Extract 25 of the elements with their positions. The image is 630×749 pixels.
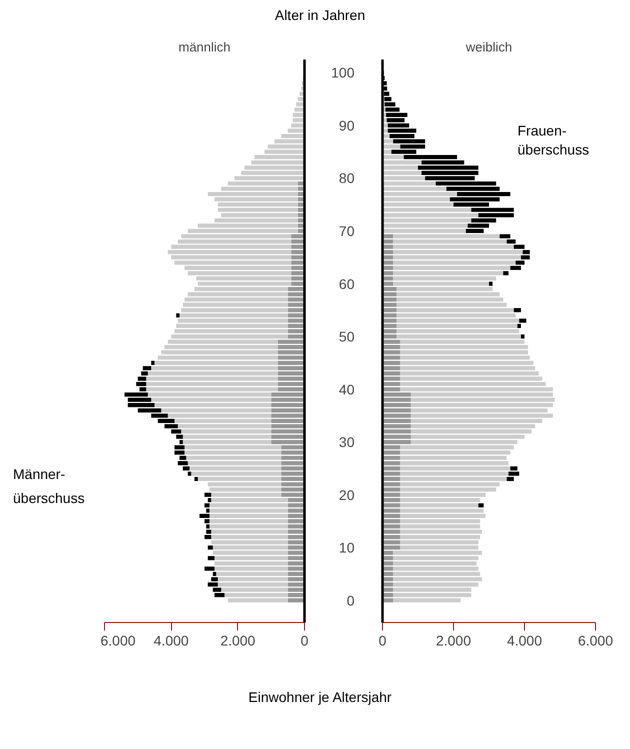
y-tick-label: 70 (338, 222, 355, 239)
y-tick-label: 90 (338, 117, 355, 134)
y-tick-label: 60 (338, 276, 355, 292)
x-axis-title: Einwohner je Altersjahr (248, 688, 392, 707)
x-tick-label: 2.000 (220, 632, 256, 648)
x-tick-label: 0 (378, 632, 387, 648)
x-tick-label: 6.000 (578, 632, 614, 648)
y-tick-label: 0 (346, 592, 355, 608)
y-tick-label: 100 (331, 64, 355, 81)
annotation: Frauen- überschuss (518, 122, 590, 158)
chart-title: männlich (178, 40, 231, 54)
x-tick-label: 6.000 (100, 632, 136, 648)
text: Männer- überschuss (13, 465, 85, 508)
x-tick-label: 0 (300, 632, 309, 648)
x-tick-label: 4.000 (154, 632, 189, 648)
y-tick-label: 40 (338, 381, 355, 398)
x-tick-label: 2.000 (436, 632, 472, 648)
x-tick-label: 4.000 (506, 632, 542, 648)
y-axis-title: Alter in Jahren (274, 6, 366, 25)
y-tick-label: 50 (338, 328, 355, 345)
chart-title: weiblich (464, 40, 512, 54)
y-tick-label: 80 (338, 170, 355, 186)
y-tick-label: 30 (338, 434, 355, 450)
y-tick-label: 10 (338, 540, 355, 556)
y-tick-label: 20 (338, 486, 355, 503)
